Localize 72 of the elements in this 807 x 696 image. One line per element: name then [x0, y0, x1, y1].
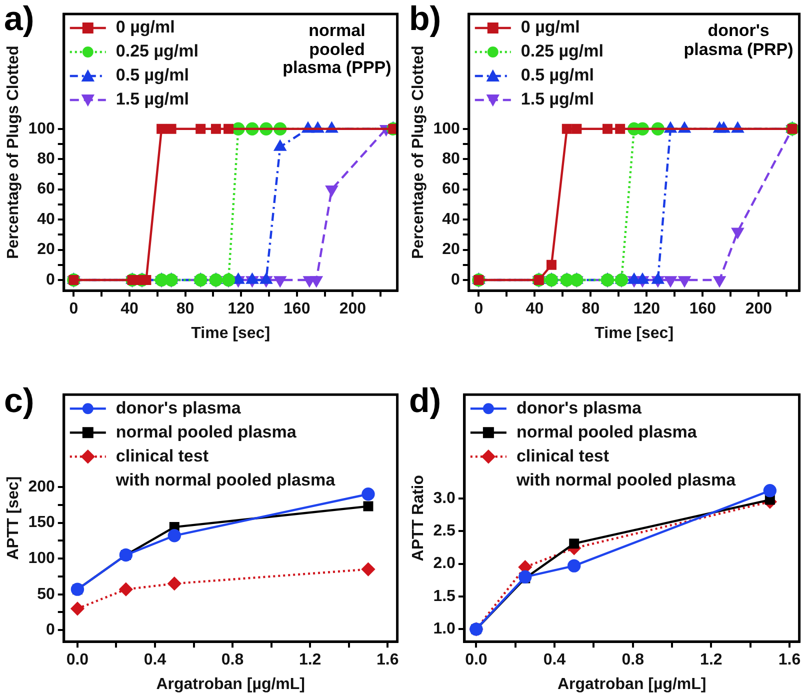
- legend-label: donor's plasma: [116, 398, 242, 418]
- y-tick-label: 80: [37, 150, 55, 168]
- y-tick-label: 60: [442, 180, 460, 198]
- x-tick-label: 40: [120, 300, 138, 318]
- legend-label: 0.5 µg/ml: [520, 66, 594, 85]
- x-tick-label: 1.2: [700, 652, 722, 669]
- y-tick-label: 100: [28, 550, 55, 567]
- y-tick-label: 100: [433, 120, 460, 138]
- y-tick-label: 0: [450, 271, 460, 288]
- x-tick-label: 0.0: [465, 652, 488, 669]
- y-tick-label: 40: [442, 210, 460, 228]
- x-tick-label: 80: [582, 300, 600, 318]
- x-tick-label: 0.4: [543, 652, 566, 669]
- y-tick-label: 2.5: [433, 522, 456, 540]
- legend-label: clinical test with normal pooled plasma: [515, 446, 736, 490]
- legend-label: normal pooled plasma: [516, 422, 698, 442]
- legend-label: donor's plasma: [516, 398, 642, 418]
- y-tick-label: 0: [46, 271, 55, 288]
- x-tick-label: 0.4: [144, 652, 166, 669]
- y-tick-label: 60: [37, 180, 55, 198]
- y-tick-label: 1.5: [433, 588, 456, 605]
- y-tick-label: 100: [28, 120, 55, 138]
- x-tick-label: 40: [526, 300, 544, 318]
- chart-title: a): [4, 0, 34, 39]
- legend-label: 0.5 µg/ml: [116, 66, 190, 85]
- x-tick-label: 1.6: [376, 652, 399, 669]
- legend-label: normal pooled plasma: [116, 422, 297, 442]
- x-tick-label: 160: [689, 300, 716, 318]
- x-tick-label: 200: [745, 300, 772, 318]
- x-axis-title: Time [sec]: [191, 324, 270, 342]
- x-tick-label: 0.8: [622, 652, 644, 669]
- y-tick-label: 0: [46, 622, 55, 639]
- chart-title: d): [409, 382, 442, 421]
- y-axis-title: Percentage of Plugs Clotted: [410, 46, 428, 259]
- x-tick-label: 1.6: [778, 652, 801, 669]
- y-tick-label: 20: [37, 241, 55, 258]
- x-axis-title: Time [sec]: [594, 324, 674, 342]
- y-tick-label: 200: [28, 478, 55, 496]
- chart-title: b): [409, 0, 442, 39]
- x-tick-label: 160: [284, 300, 310, 318]
- annotation: donor's plasma (PRP): [684, 21, 794, 60]
- legend-label: 0 µg/ml: [116, 18, 175, 37]
- y-axis-title: APTT Ratio: [410, 474, 428, 562]
- y-tick-label: 150: [28, 514, 55, 532]
- y-tick-label: 1.0: [433, 620, 456, 638]
- y-tick-label: 2.0: [433, 555, 456, 572]
- y-tick-label: 40: [37, 210, 55, 228]
- legend-label: clinical test with normal pooled plasma: [114, 446, 336, 490]
- legend-label: 1.5 µg/ml: [520, 90, 594, 109]
- y-tick-label: 50: [37, 586, 55, 603]
- x-tick-label: 80: [176, 300, 194, 318]
- x-tick-label: 200: [339, 300, 366, 318]
- legend-label: 0 µg/ml: [520, 18, 580, 37]
- legend-label: 0.25 µg/ml: [520, 42, 604, 61]
- x-tick-label: 0.0: [66, 652, 89, 669]
- x-tick-label: 1.2: [298, 652, 322, 669]
- x-tick-label: 120: [228, 300, 255, 318]
- y-axis-title: APTT [sec]: [5, 476, 22, 560]
- y-tick-label: 3.0: [433, 490, 456, 507]
- x-axis-title: Argatroban [µg/mL]: [156, 676, 305, 693]
- x-axis-title: Argatroban [µg/mL]: [557, 676, 706, 693]
- annotation: normal pooled plasma (PPP): [282, 21, 392, 78]
- legend-label: 0.25 µg/ml: [116, 42, 198, 61]
- y-tick-label: 20: [442, 241, 460, 258]
- y-axis-title: Percentage of Plugs Clotted: [5, 46, 22, 259]
- x-tick-label: 0.8: [221, 652, 244, 669]
- x-tick-label: 0: [474, 300, 484, 318]
- y-tick-label: 80: [442, 150, 460, 168]
- chart-title: c): [4, 382, 34, 421]
- legend-label: 1.5 µg/ml: [116, 90, 190, 109]
- x-tick-label: 0: [69, 300, 78, 318]
- x-tick-label: 120: [633, 300, 660, 318]
